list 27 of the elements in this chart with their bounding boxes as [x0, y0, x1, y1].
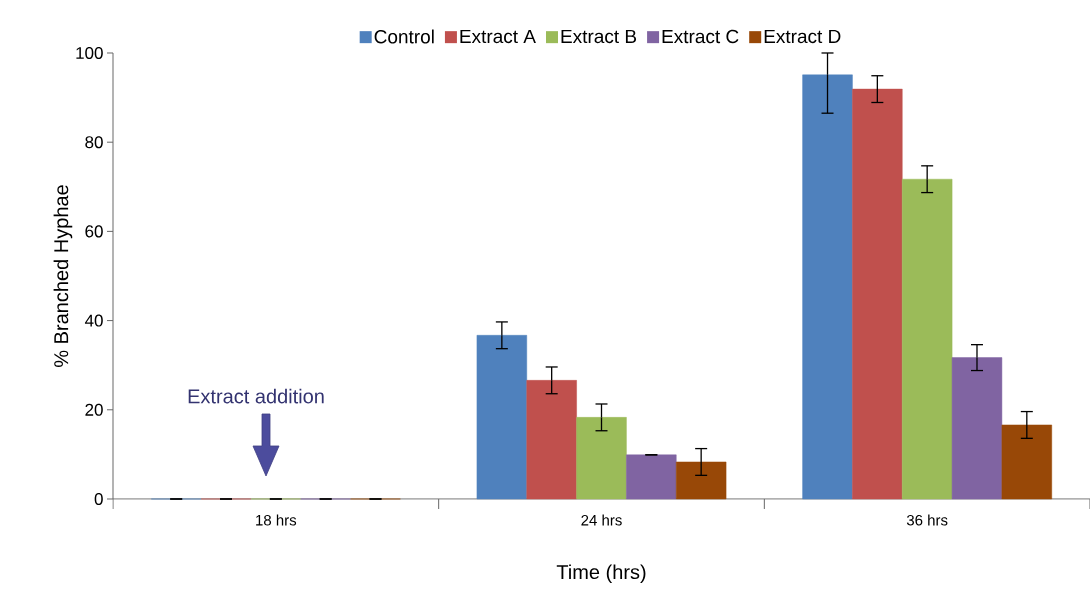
y-tick-label: 20 — [85, 403, 103, 416]
x-tick-label: 24 hrs — [581, 514, 622, 526]
legend-label: Extract B — [561, 29, 637, 44]
bar — [1001, 424, 1052, 500]
legend-label: Extract D — [764, 29, 841, 44]
x-tick-label: 18 hrs — [256, 514, 297, 526]
bar — [476, 335, 528, 500]
x-tick-label: 36 hrs — [906, 514, 948, 526]
bar — [902, 178, 953, 500]
bar — [675, 461, 727, 500]
bar — [852, 88, 903, 500]
y-tick-label: 0 — [94, 492, 103, 506]
bar — [802, 74, 853, 500]
legend-label: Control — [374, 29, 434, 44]
annotation: Extract addition — [188, 388, 324, 404]
bar — [576, 417, 627, 500]
legend-label: Extract A — [460, 29, 536, 44]
y-tick-label: 100 — [76, 46, 103, 60]
y-axis-title: % Branched Hyphae — [53, 185, 73, 367]
x-axis-title: Time (hrs) — [556, 564, 646, 584]
y-tick-label: 80 — [85, 136, 103, 149]
bar — [526, 380, 577, 500]
y-tick-label: 60 — [85, 225, 103, 238]
legend-label: Extract C — [662, 29, 739, 44]
bar — [951, 357, 1003, 500]
bar — [626, 454, 677, 500]
y-tick-label: 40 — [84, 314, 103, 327]
